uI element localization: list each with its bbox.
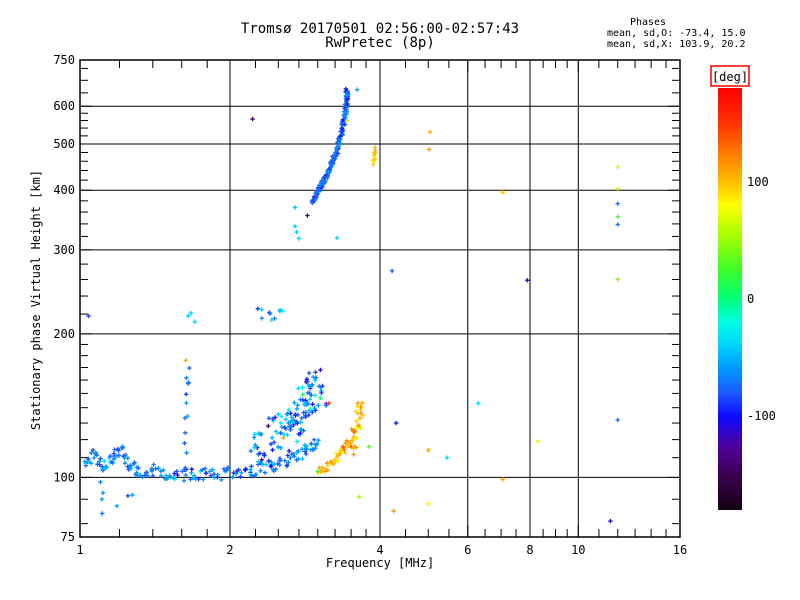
svg-text:400: 400 bbox=[53, 183, 75, 197]
chart-subtitle: RwPretec (8p) bbox=[325, 35, 435, 51]
svg-text:2: 2 bbox=[226, 543, 233, 557]
plot-frame bbox=[79, 59, 681, 538]
svg-text:16: 16 bbox=[673, 543, 687, 557]
colorbar-gradient bbox=[718, 88, 742, 510]
svg-text:100: 100 bbox=[53, 470, 75, 484]
colorbar-tick-label: 0 bbox=[747, 292, 754, 306]
svg-text:10: 10 bbox=[571, 543, 585, 557]
svg-text:500: 500 bbox=[53, 137, 75, 151]
svg-text:300: 300 bbox=[53, 243, 75, 257]
svg-text:6: 6 bbox=[464, 543, 471, 557]
colorbar-tick-labels: 100 0 -100 bbox=[747, 175, 776, 423]
stats-line-x-mode: mean, sd,X: 103.9, 20.2 bbox=[607, 39, 745, 50]
svg-text:600: 600 bbox=[53, 99, 75, 113]
stats-line-o-mode: mean, sd,O: -73.4, 15.0 bbox=[607, 28, 745, 39]
svg-text:8: 8 bbox=[526, 543, 533, 557]
colorbar-units-label: [deg] bbox=[712, 70, 748, 84]
chart-title: Tromsø 20170501 02:56:00-02:57:43 bbox=[241, 21, 519, 37]
grid-lines bbox=[80, 60, 680, 537]
colorbar-tick-label: -100 bbox=[747, 409, 776, 423]
svg-text:750: 750 bbox=[53, 53, 75, 67]
stats-title: Phases bbox=[630, 17, 666, 28]
svg-text:1: 1 bbox=[76, 543, 83, 557]
y-axis-label: Stationary phase Virtual Height [km] bbox=[29, 170, 43, 430]
colorbar: [deg] 100 0 -100 bbox=[710, 65, 776, 510]
svg-text:4: 4 bbox=[376, 543, 383, 557]
colorbar-tick-label: 100 bbox=[747, 175, 769, 189]
x-axis-label: Frequency [MHz] bbox=[326, 556, 434, 570]
colorbar-units-box bbox=[710, 65, 750, 87]
tick-labels: 1 2 4 6 8 10 16 75 100 200 300 400 500 600 750 bbox=[53, 53, 687, 557]
scatter-points bbox=[82, 86, 620, 524]
svg-text:75: 75 bbox=[61, 530, 75, 544]
svg-text:200: 200 bbox=[53, 327, 75, 341]
